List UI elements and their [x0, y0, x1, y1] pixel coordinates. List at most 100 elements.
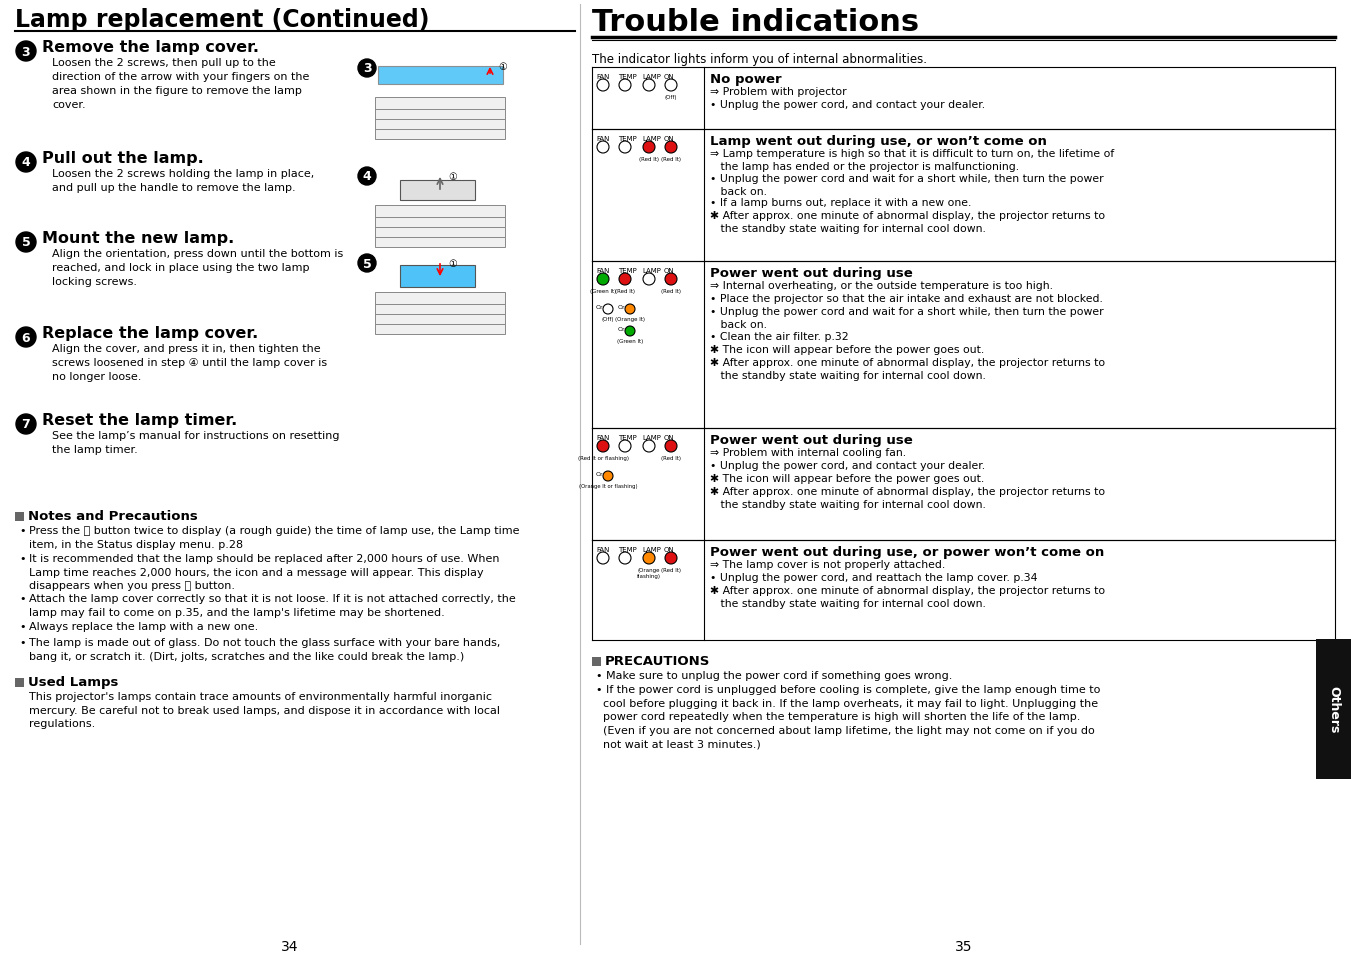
- Text: It is recommended that the lamp should be replaced after 2,000 hours of use. Whe: It is recommended that the lamp should b…: [28, 554, 500, 591]
- Text: Align the orientation, press down until the bottom is
reached, and lock in place: Align the orientation, press down until …: [51, 249, 343, 287]
- Text: 35: 35: [955, 939, 973, 953]
- FancyBboxPatch shape: [376, 313, 505, 325]
- Circle shape: [626, 327, 635, 336]
- FancyBboxPatch shape: [376, 108, 505, 120]
- FancyBboxPatch shape: [400, 181, 476, 201]
- Text: (Red lt): (Red lt): [661, 567, 681, 573]
- Text: Attach the lamp cover correctly so that it is not loose. If it is not attached c: Attach the lamp cover correctly so that …: [28, 594, 516, 618]
- Text: TEMP: TEMP: [617, 268, 636, 274]
- Text: Or: Or: [617, 305, 626, 310]
- Circle shape: [643, 80, 655, 91]
- FancyBboxPatch shape: [1316, 639, 1351, 780]
- Text: FAN: FAN: [596, 136, 609, 142]
- Text: LAMP: LAMP: [642, 435, 661, 440]
- Circle shape: [626, 305, 635, 314]
- Text: Replace the lamp cover.: Replace the lamp cover.: [42, 326, 258, 340]
- Text: ✱ After approx. one minute of abnormal display, the projector returns to
   the : ✱ After approx. one minute of abnormal d…: [711, 357, 1105, 380]
- Text: •: •: [19, 525, 26, 536]
- Text: Used Lamps: Used Lamps: [28, 676, 119, 688]
- Text: ✱ The icon will appear before the power goes out.: ✱ The icon will appear before the power …: [711, 474, 985, 483]
- Text: Mount the new lamp.: Mount the new lamp.: [42, 231, 234, 246]
- Circle shape: [597, 142, 609, 153]
- Text: Or: Or: [596, 305, 604, 310]
- Text: •: •: [19, 554, 26, 563]
- Text: PRECAUTIONS: PRECAUTIONS: [605, 655, 711, 667]
- FancyBboxPatch shape: [376, 235, 505, 248]
- Text: See the lamp’s manual for instructions on resetting
the lamp timer.: See the lamp’s manual for instructions o…: [51, 431, 339, 455]
- FancyBboxPatch shape: [376, 293, 505, 305]
- Text: Remove the lamp cover.: Remove the lamp cover.: [42, 40, 259, 55]
- Circle shape: [619, 80, 631, 91]
- Text: The lamp is made out of glass. Do not touch the glass surface with your bare han: The lamp is made out of glass. Do not to…: [28, 638, 500, 661]
- Text: (Orange lt or flashing): (Orange lt or flashing): [578, 483, 638, 489]
- Text: FAN: FAN: [596, 435, 609, 440]
- Text: 3: 3: [362, 63, 372, 75]
- Circle shape: [16, 328, 36, 348]
- Circle shape: [665, 142, 677, 153]
- Text: The indicator lights inform you of internal abnormalities.: The indicator lights inform you of inter…: [592, 53, 927, 66]
- Circle shape: [665, 80, 677, 91]
- Text: ⇒ Problem with internal cooling fan.: ⇒ Problem with internal cooling fan.: [711, 448, 907, 457]
- Text: Loosen the 2 screws holding the lamp in place,
and pull up the handle to remove : Loosen the 2 screws holding the lamp in …: [51, 169, 315, 193]
- Text: • Unplug the power cord, and contact your dealer.: • Unplug the power cord, and contact you…: [711, 100, 985, 110]
- Text: ⇒ The lamp cover is not properly attached.: ⇒ The lamp cover is not properly attache…: [711, 559, 946, 569]
- Text: ①: ①: [499, 62, 507, 71]
- Text: 3: 3: [22, 46, 30, 58]
- Text: (Red lt): (Red lt): [639, 157, 659, 162]
- Text: Power went out during use: Power went out during use: [711, 267, 913, 280]
- Circle shape: [16, 152, 36, 172]
- Text: • Unplug the power cord, and reattach the lamp cover. p.34: • Unplug the power cord, and reattach th…: [711, 573, 1038, 582]
- Text: This projector's lamps contain trace amounts of environmentally harmful inorgani: This projector's lamps contain trace amo…: [28, 691, 500, 728]
- Circle shape: [597, 440, 609, 453]
- FancyBboxPatch shape: [400, 266, 476, 288]
- Text: ✱ After approx. one minute of abnormal display, the projector returns to
   the : ✱ After approx. one minute of abnormal d…: [711, 585, 1105, 609]
- Text: 5: 5: [22, 236, 30, 250]
- FancyBboxPatch shape: [376, 206, 505, 218]
- Circle shape: [619, 142, 631, 153]
- Circle shape: [358, 168, 376, 186]
- Text: (Red lt or flashing): (Red lt or flashing): [577, 456, 628, 460]
- Text: TEMP: TEMP: [617, 74, 636, 80]
- Text: Lamp replacement (Continued): Lamp replacement (Continued): [15, 8, 430, 32]
- Text: LAMP: LAMP: [642, 136, 661, 142]
- Circle shape: [603, 305, 613, 314]
- Text: •: •: [19, 622, 26, 632]
- Text: •: •: [19, 594, 26, 604]
- Text: ⇒ Problem with projector: ⇒ Problem with projector: [711, 87, 847, 97]
- Text: • Unplug the power cord and wait for a short while, then turn the power
   back : • Unplug the power cord and wait for a s…: [711, 307, 1104, 330]
- Text: • Unplug the power cord and wait for a short while, then turn the power
   back : • Unplug the power cord and wait for a s…: [711, 173, 1104, 196]
- Circle shape: [643, 553, 655, 564]
- Text: (Red lt): (Red lt): [615, 289, 635, 294]
- Circle shape: [16, 42, 36, 62]
- FancyBboxPatch shape: [376, 226, 505, 237]
- Text: 4: 4: [362, 171, 372, 183]
- Text: (Green lt): (Green lt): [590, 289, 616, 294]
- FancyBboxPatch shape: [376, 215, 505, 228]
- Text: FAN: FAN: [596, 268, 609, 274]
- Text: ON: ON: [663, 74, 674, 80]
- Text: • Clean the air filter. p.32: • Clean the air filter. p.32: [711, 331, 848, 341]
- Text: (Off): (Off): [601, 316, 615, 322]
- Text: 7: 7: [22, 418, 30, 431]
- Text: Press the ⓘ button twice to display (a rough guide) the time of lamp use, the La: Press the ⓘ button twice to display (a r…: [28, 525, 520, 549]
- Circle shape: [619, 274, 631, 286]
- Text: Power went out during use: Power went out during use: [711, 434, 913, 447]
- Text: Notes and Precautions: Notes and Precautions: [28, 510, 197, 522]
- Text: ⇒ Internal overheating, or the outside temperature is too high.: ⇒ Internal overheating, or the outside t…: [711, 281, 1052, 291]
- Circle shape: [16, 233, 36, 253]
- Circle shape: [358, 254, 376, 273]
- Circle shape: [358, 60, 376, 78]
- FancyBboxPatch shape: [378, 67, 503, 85]
- Text: Lamp went out during use, or won’t come on: Lamp went out during use, or won’t come …: [711, 135, 1047, 148]
- Circle shape: [643, 274, 655, 286]
- FancyBboxPatch shape: [376, 323, 505, 335]
- Text: (Red lt): (Red lt): [661, 157, 681, 162]
- Circle shape: [665, 553, 677, 564]
- Text: Always replace the lamp with a new one.: Always replace the lamp with a new one.: [28, 622, 258, 632]
- Bar: [592, 658, 601, 666]
- Text: Others: Others: [1327, 685, 1340, 733]
- Text: 6: 6: [22, 331, 30, 344]
- Text: ①: ①: [449, 172, 457, 182]
- Text: • Unplug the power cord, and contact your dealer.: • Unplug the power cord, and contact you…: [711, 460, 985, 471]
- Circle shape: [643, 142, 655, 153]
